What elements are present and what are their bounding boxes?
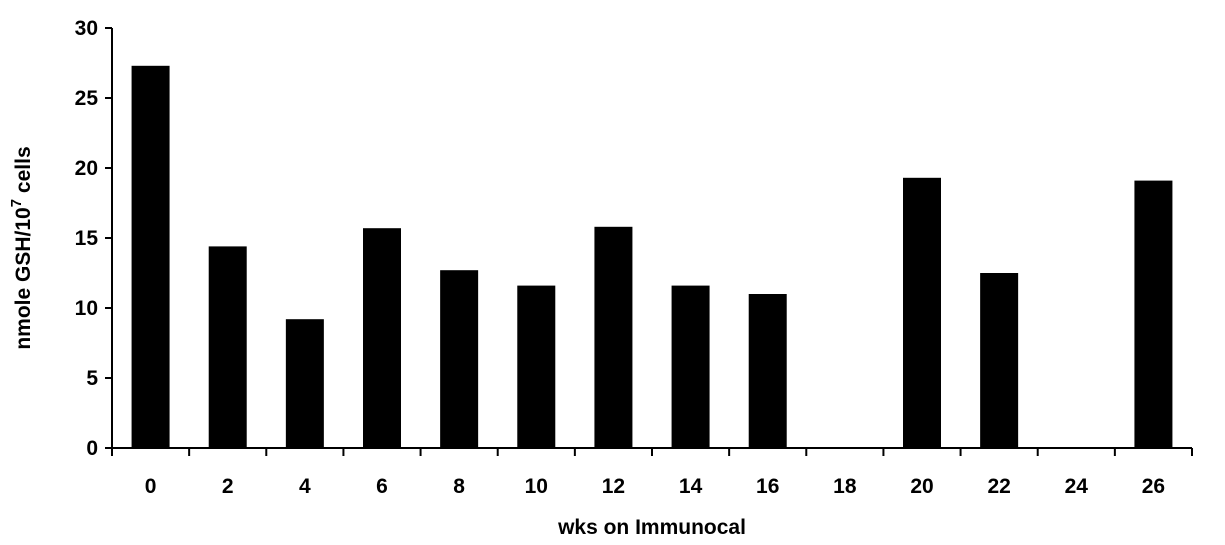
bar-week-8 xyxy=(440,270,478,448)
bar-week-2 xyxy=(209,246,247,448)
y-axis-title-main: nmole GSH/10 xyxy=(12,207,35,349)
x-tick-label: 12 xyxy=(602,475,625,498)
y-tick-label: 25 xyxy=(75,87,99,110)
x-tick-label: 18 xyxy=(833,475,857,498)
bar-week-12 xyxy=(594,227,632,448)
y-axis-title: nmole GSH/107 cells xyxy=(8,146,35,349)
y-tick-label: 20 xyxy=(75,157,98,180)
bar-week-4 xyxy=(286,319,324,448)
y-ticks-group: 0 5 10 15 20 25 30 xyxy=(75,17,112,460)
y-tick-label: 15 xyxy=(75,227,99,250)
x-tick-label: 24 xyxy=(1065,475,1089,498)
bar-week-0 xyxy=(132,66,170,448)
x-tick-label: 10 xyxy=(525,475,548,498)
bar-week-14 xyxy=(672,286,710,448)
bar-week-10 xyxy=(517,286,555,448)
y-axis-title-tail: cells xyxy=(12,146,35,199)
x-tick-label: 22 xyxy=(987,475,1010,498)
x-tick-label: 0 xyxy=(145,475,157,498)
x-ticks-group: 0 2 4 6 8 10 12 14 16 18 20 22 24 26 xyxy=(112,448,1192,498)
bar-week-20 xyxy=(903,178,941,448)
x-tick-label: 2 xyxy=(222,475,234,498)
bar-week-26 xyxy=(1134,181,1172,448)
y-tick-label: 5 xyxy=(86,367,98,390)
x-axis-title: wks on Immunocal xyxy=(557,516,746,539)
x-tick-label: 20 xyxy=(910,475,933,498)
y-tick-label: 30 xyxy=(75,17,98,40)
x-tick-label: 14 xyxy=(679,475,703,498)
x-tick-label: 26 xyxy=(1142,475,1165,498)
bar-week-16 xyxy=(749,294,787,448)
bar-week-22 xyxy=(980,273,1018,448)
y-tick-label: 0 xyxy=(86,437,98,460)
x-tick-label: 16 xyxy=(756,475,779,498)
bars-group xyxy=(132,66,1173,448)
bar-week-6 xyxy=(363,228,401,448)
x-tick-label: 8 xyxy=(453,475,465,498)
x-tick-label: 4 xyxy=(299,475,311,498)
y-axis-title-superscript: 7 xyxy=(8,199,25,207)
y-tick-label: 10 xyxy=(75,297,98,320)
x-tick-label: 6 xyxy=(376,475,388,498)
